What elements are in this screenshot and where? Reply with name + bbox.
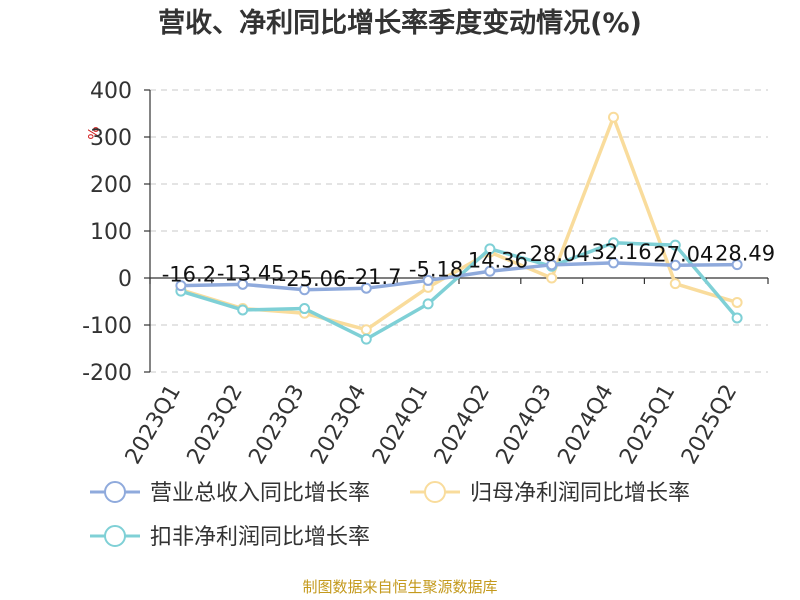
data-point [422, 298, 434, 310]
data-point [669, 259, 681, 271]
y-tick-label: -200 [82, 361, 132, 386]
data-point [299, 303, 310, 315]
x-tick-label: 2024Q4 [553, 381, 618, 469]
y-tick-label: 100 [90, 220, 132, 245]
y-tick-label: -100 [82, 314, 132, 339]
x-tick-label: 2024Q3 [492, 381, 557, 469]
source-note: 制图数据来自恒生聚源数据库 [302, 578, 497, 596]
y-axis-unit: % [84, 126, 100, 139]
x-tick-label: 2025Q1 [615, 381, 680, 469]
legend-swatch-marker [104, 525, 126, 547]
data-point [608, 237, 619, 249]
data-label: 27.04 [653, 242, 713, 266]
series-line [180, 115, 738, 332]
data-label: -16.2 [162, 263, 216, 287]
x-tick-label: 2023Q3 [244, 381, 309, 469]
legend-item: 归母净利润同比增长率 [410, 481, 690, 506]
legend-item: 营业总收入同比增长率 [90, 481, 370, 506]
data-point [484, 243, 496, 255]
data-point [237, 278, 249, 290]
x-tick-label: 2023Q1 [121, 381, 186, 469]
data-point [360, 333, 372, 345]
data-label: -5.18 [409, 257, 463, 281]
data-label: -13.45 [217, 261, 285, 285]
y-tick-label: 200 [90, 173, 132, 198]
data-label: -25.06 [279, 267, 347, 291]
legend-label: 营业总收入同比增长率 [150, 481, 370, 506]
data-label: 28.49 [715, 242, 775, 266]
data-label: 14.36 [468, 248, 528, 272]
series-lines [175, 111, 743, 345]
chart-title: 营收、净利同比增长率季度变动情况(%) [158, 7, 642, 39]
series-1 [175, 257, 743, 296]
data-point [669, 278, 681, 290]
legend-item: 扣非净利润同比增长率 [90, 525, 370, 550]
data-point [360, 282, 372, 294]
data-point [546, 259, 558, 271]
legend-swatch-marker [104, 481, 126, 503]
grid [150, 89, 768, 373]
data-point [731, 312, 743, 324]
x-tick-label: 2024Q1 [368, 380, 433, 468]
x-tick-label: 2023Q4 [306, 381, 371, 469]
data-point [360, 324, 372, 336]
data-point [299, 284, 310, 296]
data-label: 32.16 [591, 240, 651, 264]
data-point [608, 257, 619, 269]
x-tick-label: 2025Q2 [677, 381, 742, 469]
legend-swatch-marker [424, 481, 446, 503]
data-point [669, 239, 681, 251]
data-point [608, 111, 619, 123]
x-tick-label: 2024Q2 [430, 381, 495, 469]
legend-label: 归母净利润同比增长率 [470, 481, 690, 506]
series-2 [175, 111, 743, 336]
data-point [731, 259, 743, 271]
data-point [422, 274, 434, 286]
data-label: 28.04 [530, 242, 590, 266]
data-point [237, 304, 249, 316]
y-tick-label: 0 [118, 267, 132, 292]
data-labels: -16.2 -13.45-25.06 -21.7 -5.18 14.36 28.04 32.… [162, 240, 775, 291]
y-tick-label: 300 [90, 126, 132, 151]
data-point [546, 272, 558, 284]
data-point [484, 265, 496, 277]
data-label: -21.7 [347, 265, 401, 289]
y-tick-label: 400 [90, 79, 132, 104]
data-point [175, 280, 187, 292]
data-point [731, 296, 743, 308]
legend-label: 扣非净利润同比增长率 [150, 525, 370, 550]
series-line [180, 261, 738, 292]
x-tick-label: 2023Q2 [183, 381, 248, 469]
